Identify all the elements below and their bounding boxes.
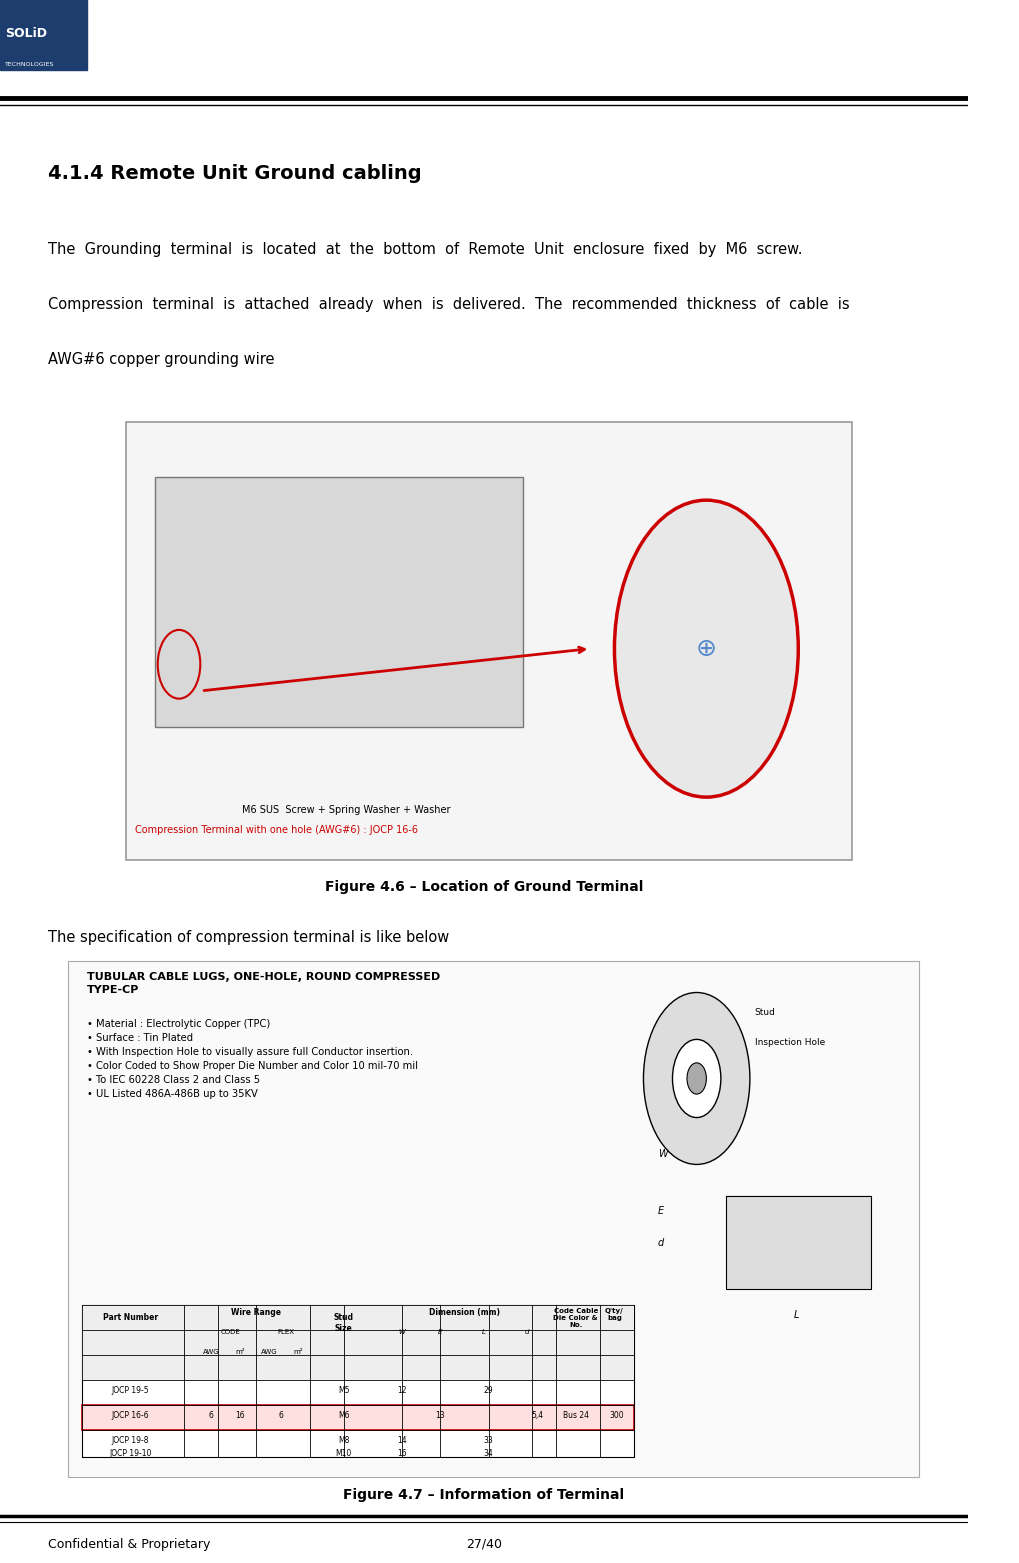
Text: M8: M8 (338, 1436, 350, 1446)
Text: m²: m² (235, 1349, 245, 1355)
Circle shape (673, 1039, 720, 1118)
Text: • Material : Electrolytic Copper (TPC)
• Surface : Tin Plated
• With Inspection : • Material : Electrolytic Copper (TPC) •… (87, 1019, 418, 1099)
Text: M6: M6 (337, 1411, 350, 1421)
Text: 27/40: 27/40 (466, 1538, 501, 1550)
Bar (155, 477, 523, 727)
Text: Code Cable
Die Color &
No.: Code Cable Die Color & No. (553, 1308, 598, 1329)
Text: SOLiD: SOLiD (5, 27, 47, 41)
Text: 34: 34 (484, 1449, 493, 1458)
Text: JOCP 16-6: JOCP 16-6 (112, 1411, 150, 1421)
Text: M5: M5 (337, 1386, 350, 1396)
Text: W: W (658, 1149, 667, 1158)
Text: E: E (438, 1329, 442, 1335)
Text: CODE: CODE (220, 1329, 240, 1335)
Circle shape (90, 1333, 132, 1402)
Text: 300: 300 (609, 1411, 624, 1421)
Text: E: E (658, 1207, 664, 1216)
Text: JOCP 19-8: JOCP 19-8 (112, 1436, 150, 1446)
Text: Stud
Size: Stud Size (333, 1313, 354, 1333)
Text: 5,4: 5,4 (531, 1411, 543, 1421)
Text: TUBULAR CABLE LUGS, ONE-HOLE, ROUND COMPRESSED
TYPE-CP: TUBULAR CABLE LUGS, ONE-HOLE, ROUND COMP… (87, 972, 440, 996)
Text: Stud: Stud (755, 1008, 775, 1018)
Circle shape (142, 1333, 183, 1402)
Text: Q'ty/
bag: Q'ty/ bag (605, 1308, 624, 1321)
Text: AWG: AWG (261, 1349, 277, 1355)
Text: Confidential & Proprietary: Confidential & Proprietary (48, 1538, 211, 1550)
Text: CSA: CSA (153, 1363, 172, 1372)
Text: 16: 16 (396, 1449, 407, 1458)
Text: W: W (398, 1329, 405, 1335)
Text: 12: 12 (396, 1386, 407, 1396)
Circle shape (687, 1063, 706, 1094)
Text: m²: m² (293, 1349, 303, 1355)
Text: M6 SUS  Screw + Spring Washer + Washer: M6 SUS Screw + Spring Washer + Washer (242, 805, 450, 814)
Bar (83, 1305, 634, 1457)
Text: M10: M10 (335, 1449, 352, 1458)
Text: L: L (794, 1310, 799, 1319)
Text: L: L (482, 1329, 486, 1335)
Text: FLEX: FLEX (277, 1329, 293, 1335)
Bar (83, 1305, 634, 1380)
Text: 16: 16 (235, 1411, 245, 1421)
Text: The specification of compression terminal is like below: The specification of compression termina… (48, 930, 449, 946)
Bar (726, 1196, 871, 1289)
Text: JOCP 19-10: JOCP 19-10 (109, 1449, 152, 1458)
Text: The  Grounding  terminal  is  located  at  the  bottom  of  Remote  Unit  enclos: The Grounding terminal is located at the… (48, 242, 803, 258)
Text: 4.1.4 Remote Unit Ground cabling: 4.1.4 Remote Unit Ground cabling (48, 164, 422, 183)
Text: d: d (658, 1238, 664, 1247)
Text: UL: UL (104, 1363, 118, 1372)
Text: 6: 6 (209, 1411, 213, 1421)
Text: 14: 14 (396, 1436, 407, 1446)
Circle shape (643, 993, 750, 1164)
Bar (125, 422, 852, 860)
Text: ⊕: ⊕ (696, 636, 716, 661)
Text: 13: 13 (435, 1411, 445, 1421)
Text: Figure 4.7 – Information of Terminal: Figure 4.7 – Information of Terminal (343, 1488, 625, 1502)
Text: Figure 4.6 – Location of Ground Terminal: Figure 4.6 – Location of Ground Terminal (325, 880, 643, 894)
Bar (83, 1405, 634, 1430)
Text: d: d (525, 1329, 530, 1335)
Text: Compression  terminal  is  attached  already  when  is  delivered.  The  recomme: Compression terminal is attached already… (48, 297, 850, 313)
Text: 29: 29 (484, 1386, 493, 1396)
Text: AWG: AWG (203, 1349, 219, 1355)
Circle shape (614, 500, 798, 797)
Text: Dimension (mm): Dimension (mm) (429, 1308, 500, 1318)
Text: JOCP 19-5: JOCP 19-5 (112, 1386, 150, 1396)
Text: 6: 6 (278, 1411, 283, 1421)
Text: TECHNOLOGIES: TECHNOLOGIES (5, 63, 54, 67)
Text: Compression Terminal with one hole (AWG#6) : JOCP 16-6: Compression Terminal with one hole (AWG#… (136, 825, 419, 835)
Bar (67, 961, 919, 1477)
Text: 33: 33 (484, 1436, 493, 1446)
Text: Wire Range: Wire Range (231, 1308, 281, 1318)
Text: Part Number: Part Number (103, 1313, 158, 1322)
Text: Inspection Hole: Inspection Hole (755, 1038, 825, 1047)
Text: AWG#6 copper grounding wire: AWG#6 copper grounding wire (48, 352, 275, 367)
Bar (0, 0, 87, 70)
Text: Bus 24: Bus 24 (562, 1411, 589, 1421)
